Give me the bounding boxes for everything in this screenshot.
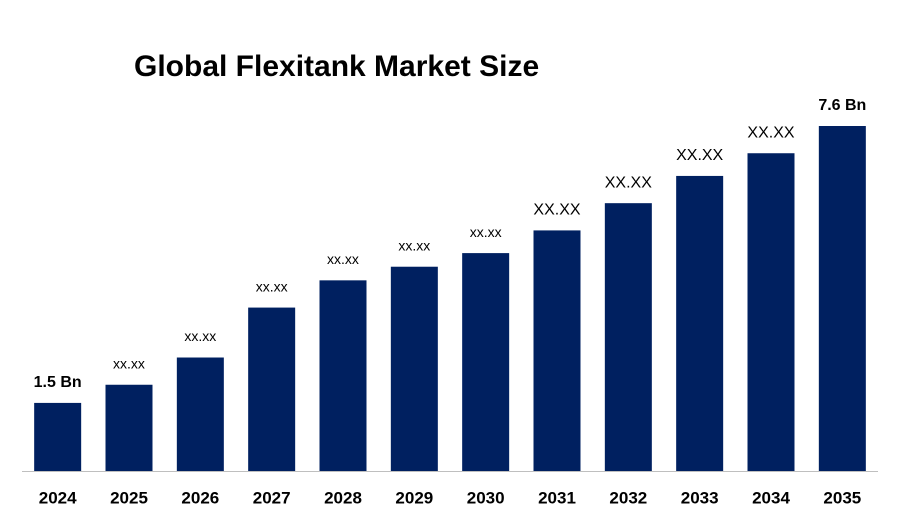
x-tick-label: 2025 [110,488,148,507]
x-tick-label: 2031 [538,488,576,507]
bar [604,203,652,471]
data-label: XX.XX [676,147,723,164]
data-label: xx.xx [256,278,288,294]
x-tick-label: 2030 [467,488,505,507]
bar [747,153,795,471]
data-label: XX.XX [747,124,794,141]
x-tick-label: 2032 [609,488,647,507]
data-label: XX.XX [605,174,652,191]
data-label: xx.xx [184,328,216,344]
data-label: 7.6 Bn [818,97,866,114]
x-tick-label: 2035 [823,488,861,507]
x-tick-label: 2024 [39,488,77,507]
data-label: xx.xx [470,224,502,240]
data-label: 1.5 Bn [34,374,82,391]
x-tick-label: 2034 [752,488,790,507]
data-label: XX.XX [533,202,580,219]
bar [248,307,296,471]
bar [462,253,510,471]
bar [34,402,82,471]
x-tick-label: 2028 [324,488,362,507]
bar [319,280,367,471]
x-tick-label: 2026 [181,488,219,507]
bar [533,230,581,471]
bar [390,266,438,471]
data-label: xx.xx [327,251,359,267]
data-label: xx.xx [398,237,430,253]
x-tick-label: 2029 [395,488,433,507]
x-tick-label: 2027 [253,488,291,507]
bar [105,384,153,471]
data-label: xx.xx [113,355,145,371]
x-tick-label: 2033 [681,488,719,507]
bar [818,126,866,471]
bar [676,175,724,471]
chart-title: Global Flexitank Market Size [134,50,539,83]
bar [176,357,224,471]
